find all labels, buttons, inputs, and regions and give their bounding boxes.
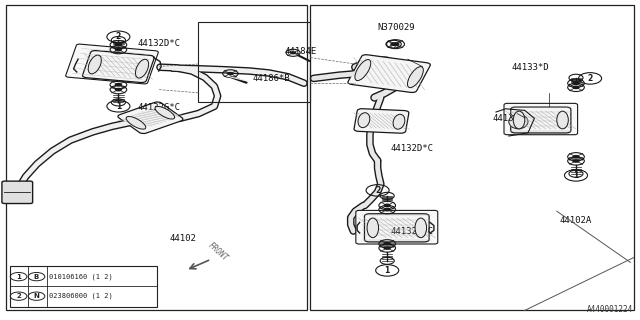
Text: 44132D*C: 44132D*C — [390, 144, 433, 153]
Circle shape — [227, 72, 234, 75]
Bar — [10, 266, 157, 307]
Circle shape — [572, 159, 580, 163]
Text: 44132J: 44132J — [493, 114, 525, 123]
FancyBboxPatch shape — [511, 107, 571, 133]
Text: 44132G*C: 44132G*C — [390, 228, 433, 236]
Ellipse shape — [415, 218, 426, 238]
FancyBboxPatch shape — [356, 211, 438, 244]
Circle shape — [572, 155, 580, 159]
Text: 44102A: 44102A — [560, 216, 592, 225]
Circle shape — [290, 51, 296, 54]
Text: 44184E: 44184E — [285, 47, 317, 56]
Ellipse shape — [408, 67, 423, 88]
Ellipse shape — [136, 59, 148, 78]
Text: 010106160 (1 2): 010106160 (1 2) — [49, 273, 113, 280]
Circle shape — [115, 88, 122, 92]
Circle shape — [572, 81, 580, 85]
Bar — [198, 22, 310, 102]
FancyBboxPatch shape — [504, 103, 578, 135]
Text: 44186*B: 44186*B — [253, 74, 291, 83]
Ellipse shape — [509, 114, 528, 129]
Ellipse shape — [358, 113, 370, 128]
Text: 1: 1 — [16, 274, 21, 280]
FancyBboxPatch shape — [354, 109, 409, 133]
Text: 2: 2 — [116, 32, 121, 41]
Circle shape — [383, 208, 391, 212]
Circle shape — [572, 85, 580, 89]
Ellipse shape — [355, 60, 371, 81]
Text: B: B — [34, 274, 39, 280]
FancyBboxPatch shape — [83, 51, 154, 83]
FancyBboxPatch shape — [2, 181, 33, 204]
Text: 2: 2 — [16, 293, 21, 299]
Text: 023806000 (1 2): 023806000 (1 2) — [49, 293, 113, 300]
Ellipse shape — [393, 114, 405, 129]
Circle shape — [392, 42, 399, 46]
Text: A440001224: A440001224 — [588, 305, 634, 314]
Ellipse shape — [88, 55, 101, 74]
Circle shape — [390, 43, 397, 46]
Circle shape — [115, 83, 122, 87]
Ellipse shape — [155, 106, 175, 119]
Circle shape — [383, 204, 391, 207]
FancyBboxPatch shape — [348, 55, 430, 92]
Text: 2: 2 — [375, 186, 380, 195]
Text: 44102: 44102 — [170, 234, 196, 243]
Text: FRONT: FRONT — [206, 241, 229, 263]
Bar — [6, 5, 307, 310]
Circle shape — [383, 242, 391, 246]
Ellipse shape — [557, 111, 568, 129]
Ellipse shape — [126, 116, 146, 129]
FancyBboxPatch shape — [118, 102, 183, 134]
Ellipse shape — [513, 111, 525, 129]
Circle shape — [115, 48, 122, 52]
Bar — [310, 5, 634, 310]
Text: 1: 1 — [573, 171, 579, 180]
Ellipse shape — [367, 218, 379, 238]
FancyBboxPatch shape — [365, 214, 429, 242]
Text: N370029: N370029 — [378, 23, 415, 32]
Circle shape — [115, 43, 122, 47]
Circle shape — [383, 246, 391, 250]
Text: 1: 1 — [116, 102, 121, 111]
Text: 44132D*C: 44132D*C — [138, 39, 180, 48]
Text: 44133*D: 44133*D — [512, 63, 550, 72]
FancyBboxPatch shape — [66, 44, 158, 84]
Text: 2: 2 — [588, 74, 593, 83]
Text: 44132G*C: 44132G*C — [138, 103, 180, 112]
Text: N: N — [33, 293, 40, 299]
Text: 1: 1 — [385, 266, 390, 275]
